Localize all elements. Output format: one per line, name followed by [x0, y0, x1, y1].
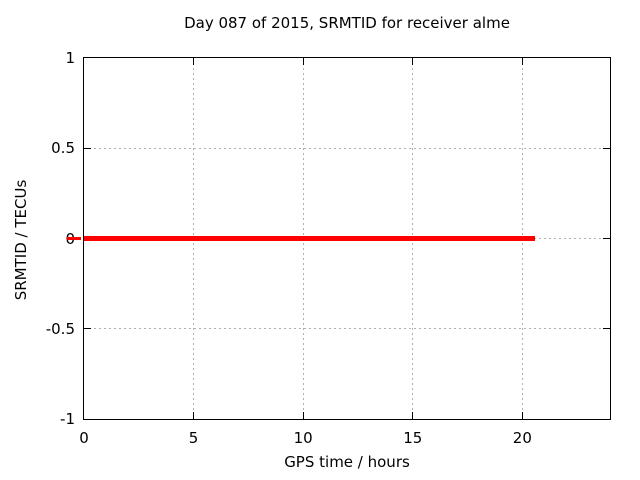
- y-axis-label: SRMTID / TECUs: [12, 179, 30, 301]
- y-tick-label: 0.5: [51, 139, 75, 158]
- chart-title: Day 087 of 2015, SRMTID for receiver alm…: [184, 14, 510, 32]
- y-tick-mark: [84, 328, 91, 330]
- x-tick-label: 5: [188, 429, 199, 447]
- x-tick-mark: [302, 58, 304, 65]
- x-axis-label: GPS time / hours: [284, 453, 410, 471]
- x-tick-label: 0: [79, 429, 89, 447]
- y-tick-mark: [603, 328, 610, 330]
- x-tick-mark: [521, 58, 523, 65]
- x-tick-mark: [193, 58, 195, 65]
- y-tick-label: -0.5: [45, 319, 75, 338]
- y-tick-mark: [84, 147, 91, 149]
- y-tick-label: -1: [60, 410, 75, 428]
- left-axis-zero-marker: [67, 237, 81, 240]
- x-tick-mark: [412, 412, 414, 419]
- y-tick-mark: [603, 147, 610, 149]
- x-tick-mark: [302, 412, 304, 419]
- x-tick-label: 20: [512, 429, 532, 447]
- x-tick-mark: [521, 412, 523, 419]
- x-tick-label: 10: [293, 429, 313, 447]
- x-tick-mark: [412, 58, 414, 65]
- y-gridline: [84, 328, 610, 330]
- y-tick-mark: [603, 238, 610, 239]
- y-tick-label: 1: [65, 49, 75, 67]
- data-line: [84, 236, 536, 241]
- x-tick-mark: [193, 412, 195, 419]
- y-gridline: [84, 147, 610, 149]
- x-tick-label: 15: [403, 429, 423, 447]
